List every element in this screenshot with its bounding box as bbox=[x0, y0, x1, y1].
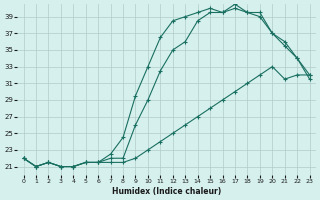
X-axis label: Humidex (Indice chaleur): Humidex (Indice chaleur) bbox=[112, 187, 221, 196]
